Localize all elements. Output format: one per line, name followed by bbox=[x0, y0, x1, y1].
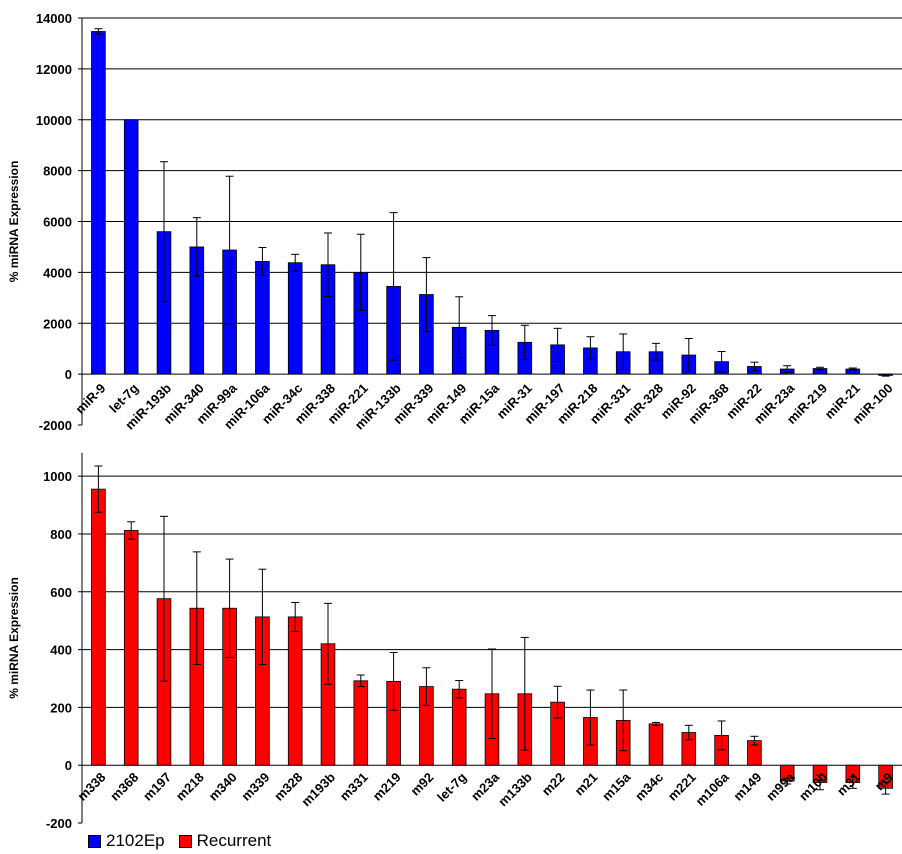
legend: 2102Ep Recurrent bbox=[88, 830, 271, 852]
x-tick-label: m34c bbox=[632, 770, 666, 804]
x-tick-label: m22 bbox=[539, 770, 568, 799]
x-tick-label: m338 bbox=[74, 770, 108, 804]
x-tick-label: m339 bbox=[238, 770, 272, 804]
x-tick-label: m193b bbox=[298, 769, 338, 809]
bar bbox=[123, 530, 139, 766]
y-tick-label: 0 bbox=[65, 367, 72, 382]
x-tick-label: m92 bbox=[408, 770, 437, 799]
x-tick-label: m21 bbox=[572, 770, 601, 799]
y-tick-label: 2000 bbox=[43, 316, 72, 331]
y-tick-label: 200 bbox=[50, 700, 72, 715]
y-tick-label: -2000 bbox=[39, 418, 72, 433]
y-tick-label: 6000 bbox=[43, 215, 72, 230]
x-tick-label: let-7g bbox=[434, 769, 469, 804]
y-axis-label: % miRNA Expression bbox=[7, 161, 21, 283]
legend-swatch-recurrent bbox=[178, 834, 192, 848]
y-tick-label: 10000 bbox=[36, 113, 72, 128]
x-tick-label: m106a bbox=[692, 769, 732, 809]
y-tick-label: 800 bbox=[50, 527, 72, 542]
chart-panel-1: -2000 0 2000 4000 6000 8000 10000 12000 14000 % m… bbox=[7, 11, 902, 433]
y-tick-label: 0 bbox=[65, 758, 72, 773]
x-tick-label: m15a bbox=[599, 769, 634, 804]
bar bbox=[123, 119, 139, 375]
x-tick-label: m331 bbox=[337, 770, 371, 804]
legend-swatch-2102ep bbox=[88, 834, 101, 848]
y-tick-label: -200 bbox=[46, 816, 72, 831]
x-tick-label: m133b bbox=[495, 769, 535, 809]
y-tick-label: 4000 bbox=[43, 265, 72, 280]
legend-label-recurrent: Recurrent bbox=[196, 831, 272, 850]
bar bbox=[91, 488, 106, 766]
x-tick-label: m340 bbox=[206, 770, 240, 804]
legend-item-recurrent: Recurrent bbox=[178, 831, 272, 851]
y-tick-label: 8000 bbox=[43, 164, 72, 179]
bar bbox=[451, 688, 467, 766]
x-tick-label: m149 bbox=[730, 770, 764, 804]
y-tick-label: 1000 bbox=[43, 469, 72, 484]
y-tick-label: 12000 bbox=[36, 62, 72, 77]
bar bbox=[287, 616, 303, 766]
x-tick-label: m219 bbox=[370, 770, 404, 804]
y-tick-label: 400 bbox=[50, 643, 72, 658]
y-axis-label: % miRNA Expression bbox=[7, 577, 21, 699]
legend-label-2102ep: 2102Ep bbox=[106, 831, 165, 850]
legend-item-2102ep: 2102Ep bbox=[88, 831, 165, 851]
bar bbox=[353, 680, 369, 766]
y-tick-label: 600 bbox=[50, 585, 72, 600]
x-tick-label: m368 bbox=[107, 770, 141, 804]
bar bbox=[91, 31, 106, 375]
x-tick-label: miR-9 bbox=[72, 381, 108, 417]
bar bbox=[287, 262, 303, 375]
y-tick-label: 14000 bbox=[36, 11, 72, 26]
x-tick-label: m218 bbox=[173, 770, 207, 804]
chart-panel-2: -200 0 200 400 600 800 1000 % miRNA Expression m… bbox=[7, 453, 902, 831]
x-tick-label: m197 bbox=[140, 770, 174, 804]
bar bbox=[648, 723, 664, 766]
bar bbox=[255, 261, 270, 375]
